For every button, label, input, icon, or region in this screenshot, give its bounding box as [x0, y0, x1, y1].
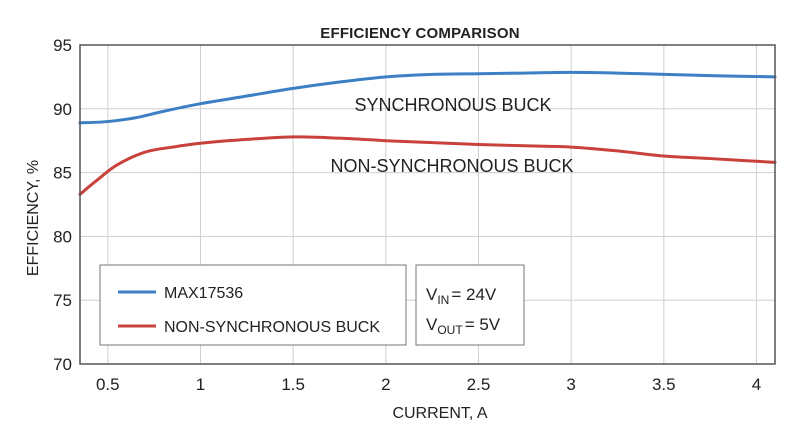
chart-title: EFFICIENCY COMPARISON: [320, 25, 520, 42]
x-tick-label: 3.5: [652, 375, 676, 394]
annotation-synchronous-buck: SYNCHRONOUS BUCK: [354, 95, 551, 115]
vin-condition: VIN = 24V: [426, 285, 497, 307]
y-tick-label: 70: [53, 355, 72, 374]
y-tick-label: 95: [53, 36, 72, 55]
x-tick-label: 4: [752, 375, 761, 394]
plot-frame: [79, 44, 776, 365]
x-tick-label: 0.5: [96, 375, 120, 394]
y-tick-label: 90: [53, 100, 72, 119]
annotation-non-synchronous-buck: NON-SYNCHRONOUS BUCK: [330, 156, 573, 176]
legend-label-non-synchronous-buck: NON-SYNCHRONOUS BUCK: [164, 319, 380, 336]
legend: MAX17536 NON-SYNCHRONOUS BUCK: [99, 264, 407, 346]
x-axis-label: CURRENT, A: [392, 405, 487, 422]
legend-box: [99, 264, 407, 346]
y-tick-label: 85: [53, 164, 72, 183]
x-tick-label: 1.5: [281, 375, 305, 394]
y-tick-labels: 70 75 80 85 90 95: [53, 36, 72, 374]
series-line-non-synchronous-buck: [78, 135, 777, 196]
vout-condition: VOUT = 5V: [426, 315, 501, 337]
legend-label-max17536: MAX17536: [164, 285, 243, 302]
y-tick-label: 80: [53, 227, 72, 246]
x-tick-label: 2.5: [467, 375, 491, 394]
conditions-box: VIN = 24V VOUT = 5V: [415, 264, 525, 346]
y-axis-label: EFFICIENCY, %: [25, 160, 42, 276]
conditions-frame: [415, 264, 525, 346]
series-line-max17536: [78, 70, 777, 125]
series-layer: [78, 70, 777, 196]
y-tick-label: 75: [53, 291, 72, 310]
x-tick-labels: 0.5 1 1.5 2 2.5 3 3.5 4: [96, 375, 761, 394]
x-tick-label: 1: [196, 375, 205, 394]
x-tick-label: 2: [381, 375, 390, 394]
x-tick-label: 3: [566, 375, 575, 394]
